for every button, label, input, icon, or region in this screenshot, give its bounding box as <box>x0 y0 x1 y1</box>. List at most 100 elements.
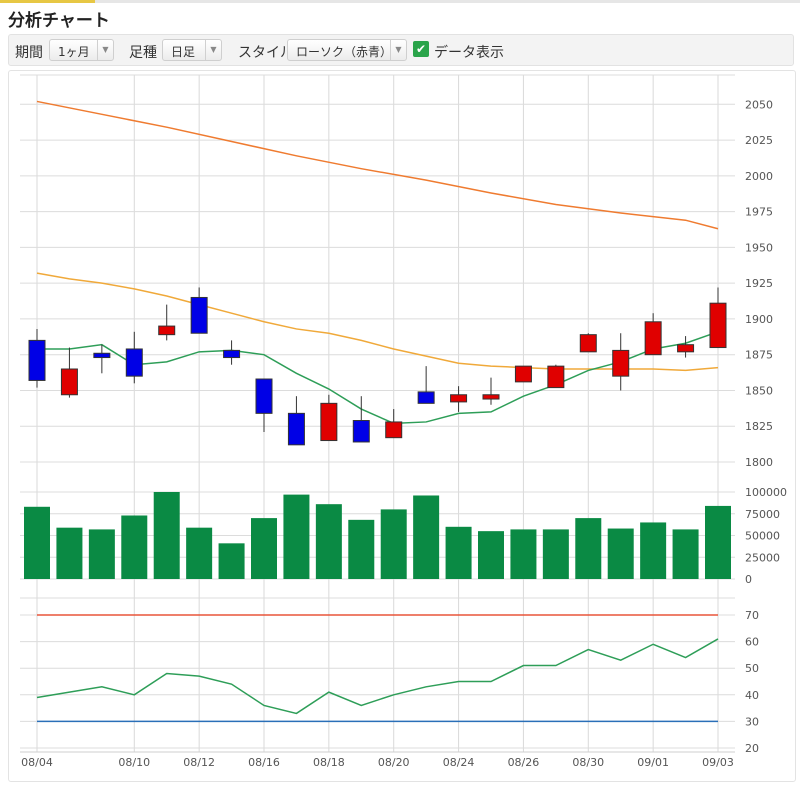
top-accent <box>0 0 95 3</box>
x-tick-label: 08/24 <box>443 756 475 769</box>
rsi-tick-label: 70 <box>745 609 759 622</box>
price-tick-label: 1975 <box>745 206 773 219</box>
volume-bar <box>510 529 537 579</box>
volume-bar <box>315 504 342 579</box>
x-tick-label: 08/18 <box>313 756 345 769</box>
volume-bar <box>56 527 83 579</box>
rsi-lines <box>36 614 719 723</box>
volume-bar <box>607 528 634 579</box>
page-title: 分析チャート <box>8 11 110 31</box>
price-tick-label: 1850 <box>745 384 773 397</box>
interval-value: 日足 <box>171 45 196 59</box>
chart-toolbar: 期間 1ヶ月 ▼ 足種 日足 ▼ スタイル ローソク（赤青） ▼ ✔ データ表示 <box>8 34 794 66</box>
candle-down <box>28 339 46 381</box>
period-label: 期間 <box>15 45 43 61</box>
price-tick-label: 1825 <box>745 420 773 433</box>
volume-bars <box>24 492 731 579</box>
price-tick-label: 2050 <box>745 98 773 111</box>
volume-tick-label: 0 <box>745 573 752 586</box>
candle-down <box>223 349 241 359</box>
volume-tick-label: 75000 <box>745 508 780 521</box>
chevron-down-icon: ▼ <box>390 40 406 60</box>
candle-up <box>612 349 630 377</box>
volume-bar <box>672 529 699 579</box>
style-select[interactable]: ローソク（赤青） ▼ <box>287 39 407 61</box>
x-tick-label: 08/04 <box>21 756 53 769</box>
candle-down <box>190 296 208 334</box>
volume-bar <box>705 505 731 579</box>
candle-up <box>709 302 727 349</box>
volume-bar <box>413 495 440 579</box>
volume-bar <box>186 527 213 579</box>
ma-long-line <box>36 100 719 230</box>
chevron-down-icon: ▼ <box>97 40 113 60</box>
candle-up <box>450 394 468 403</box>
x-tick-label: 08/16 <box>248 756 280 769</box>
candle-up <box>644 321 662 356</box>
candle-up <box>547 365 565 389</box>
candle-down <box>352 420 370 443</box>
candle-down <box>255 378 273 414</box>
price-tick-label: 1875 <box>745 349 773 362</box>
x-tick-label: 08/10 <box>118 756 150 769</box>
moving-average-lines <box>36 100 719 425</box>
style-value: ローソク（赤青） <box>296 45 393 59</box>
candle-down <box>287 412 305 446</box>
data-display-checkbox[interactable]: ✔ <box>413 41 429 57</box>
rsi-tick-label: 60 <box>745 636 759 649</box>
volume-bar <box>478 531 504 579</box>
interval-select[interactable]: 日足 ▼ <box>162 39 222 61</box>
volume-bar <box>575 518 602 579</box>
volume-bar <box>251 518 277 579</box>
candle-up <box>385 421 403 439</box>
price-tick-label: 2025 <box>745 134 773 147</box>
volume-tick-label: 100000 <box>745 486 787 499</box>
chart-grid <box>20 74 735 753</box>
price-tick-label: 2000 <box>745 170 773 183</box>
price-tick-label: 1925 <box>745 277 773 290</box>
style-label: スタイル <box>238 45 294 61</box>
data-display-label: データ表示 <box>434 45 504 61</box>
x-tick-label: 09/01 <box>637 756 669 769</box>
volume-bar <box>218 543 245 579</box>
candle-down <box>417 391 435 404</box>
rsi-line <box>36 638 719 715</box>
x-tick-label: 08/26 <box>508 756 540 769</box>
volume-bar <box>121 515 148 579</box>
price-tick-label: 1900 <box>745 313 773 326</box>
chevron-down-icon: ▼ <box>205 40 221 60</box>
check-icon: ✔ <box>415 42 427 56</box>
candle-down <box>93 352 111 359</box>
rsi-tick-label: 50 <box>745 662 759 675</box>
volume-tick-label: 50000 <box>745 530 780 543</box>
candle-down <box>125 348 143 377</box>
candle-up <box>482 394 500 400</box>
volume-tick-label: 25000 <box>745 551 780 564</box>
volume-bar <box>283 494 310 579</box>
x-tick-label: 08/20 <box>378 756 410 769</box>
volume-bar <box>348 519 375 579</box>
volume-bar <box>445 526 472 579</box>
candle-up <box>677 344 695 353</box>
candle-up <box>60 368 78 396</box>
candle-up <box>514 365 532 383</box>
volume-bar <box>24 506 50 579</box>
price-tick-label: 1800 <box>745 456 773 469</box>
candlesticks <box>28 287 727 446</box>
x-tick-label: 08/30 <box>572 756 604 769</box>
volume-bar <box>640 522 667 579</box>
x-tick-label: 09/03 <box>702 756 734 769</box>
rsi-tick-label: 30 <box>745 715 759 728</box>
rsi-tick-label: 20 <box>745 742 759 755</box>
period-select[interactable]: 1ヶ月 ▼ <box>49 39 114 61</box>
volume-bar <box>542 529 569 579</box>
volume-bar <box>380 509 407 579</box>
top-border <box>0 0 800 3</box>
period-value: 1ヶ月 <box>58 45 90 59</box>
axis-labels: 2050202520001975195019251900187518501825… <box>21 98 787 769</box>
ma-mid-line <box>36 272 719 372</box>
candle-up <box>158 325 176 336</box>
x-tick-label: 08/12 <box>183 756 215 769</box>
volume-bar <box>88 529 115 579</box>
